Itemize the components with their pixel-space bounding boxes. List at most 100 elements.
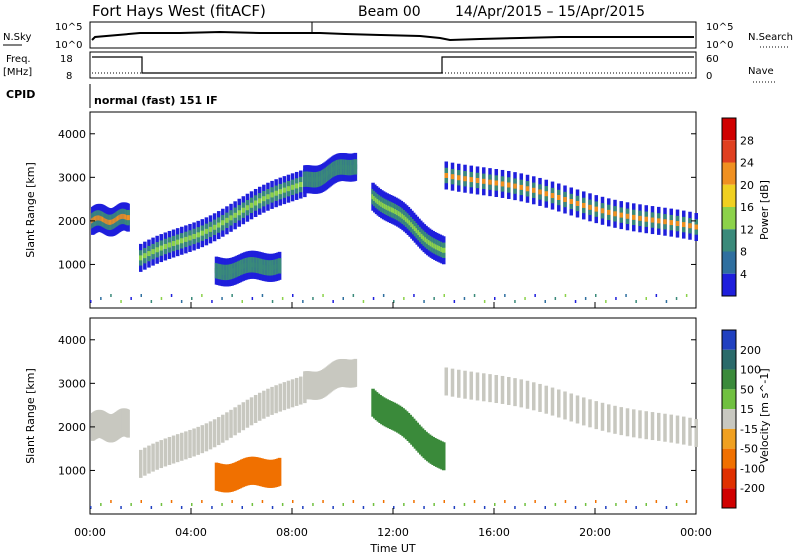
echo-cell-core — [299, 182, 303, 188]
noise-point — [352, 294, 355, 297]
echo-cell-core — [212, 224, 217, 230]
noise-point — [655, 500, 658, 503]
echo-cell-core — [469, 177, 474, 183]
echo-cell-core — [427, 240, 432, 246]
echo-cell — [249, 397, 254, 426]
echo-cell-core — [175, 239, 180, 245]
echo-cell — [669, 414, 674, 443]
echo-cell-core — [387, 205, 391, 211]
colorbar-tick-label: -100 — [740, 462, 765, 475]
echo-cell-core — [582, 202, 586, 208]
colorbar-tick-label: 50 — [740, 383, 754, 396]
colorbar-swatch — [722, 389, 736, 410]
echo-cell-core — [544, 191, 549, 197]
echo-cell-core — [475, 177, 480, 183]
echo-cell-core — [442, 247, 446, 253]
echo-cell — [500, 375, 505, 404]
noise-point — [191, 503, 193, 506]
noise-point — [635, 300, 637, 303]
echo-cell — [422, 430, 427, 459]
echo-cell-core — [434, 244, 439, 250]
noise-point — [595, 294, 597, 297]
noise-point — [615, 297, 617, 300]
echo-cell-core — [419, 232, 423, 238]
echo-cell-core — [569, 198, 574, 204]
noise-point — [130, 503, 132, 506]
echo-cell — [588, 399, 592, 428]
echo-cell-core — [266, 194, 270, 200]
echo-cell — [550, 387, 555, 416]
echo-cell-core — [657, 218, 661, 224]
echo-cell — [632, 409, 636, 438]
echo-cell — [440, 441, 444, 470]
echo-cell — [180, 432, 184, 461]
colorbar-tick-label: 200 — [740, 344, 761, 357]
echo-cell — [290, 379, 295, 408]
colorbar-tick-label: -50 — [740, 443, 758, 456]
noise-point — [362, 506, 365, 509]
noise-point — [382, 500, 385, 503]
nsky-tick-top: 10^5 — [55, 22, 82, 33]
noise-point — [494, 503, 496, 506]
echo-cell-core — [619, 212, 624, 218]
echo-cell-core — [575, 200, 580, 206]
noise-point — [665, 300, 668, 303]
power-colorbar: 28 24 20 16 12 8 4 — [721, 117, 754, 297]
echo-cell-core — [420, 233, 425, 239]
echo-cell-core — [374, 197, 379, 203]
x-axis-label: Time UT — [369, 542, 415, 554]
x-tick-label: 08:00 — [276, 526, 308, 539]
noise-point — [292, 294, 294, 297]
noise-point — [534, 294, 536, 297]
noise-point — [413, 294, 415, 297]
echo-cell-core — [200, 230, 205, 236]
echo-cell-core — [270, 192, 274, 198]
echo-cell — [413, 420, 418, 449]
echo-cell — [392, 402, 397, 431]
noise-point — [564, 500, 567, 503]
echo-cell-core — [410, 222, 414, 228]
echo-cell — [388, 400, 393, 429]
noise-point — [281, 503, 284, 506]
echo-cell — [482, 373, 486, 402]
echo-cell-core — [163, 243, 168, 249]
noise-point — [423, 506, 425, 509]
echo-cell-core — [126, 215, 130, 221]
echo-cell-core — [373, 195, 377, 201]
echo-cell-core — [249, 202, 254, 208]
noise-point — [312, 503, 314, 506]
echo-cell — [424, 431, 428, 460]
echo-cell — [419, 426, 423, 455]
echo-cell — [383, 398, 388, 427]
echo-cell — [682, 416, 686, 445]
noise-point — [261, 294, 264, 297]
echo-cell — [274, 385, 278, 414]
noise-point — [342, 503, 344, 506]
noise-point — [685, 500, 688, 503]
echo-cell-core — [607, 209, 611, 215]
colorbar-tick-label: 4 — [740, 268, 747, 281]
echo-cell — [229, 409, 233, 438]
echo-cell — [266, 388, 270, 417]
echo-cell — [381, 397, 386, 426]
x-tick-label: 00:00 — [680, 526, 712, 539]
nsky-tick-bottom: 10^0 — [55, 40, 82, 51]
noise-point — [90, 506, 92, 509]
colorbar-tick-label: -15 — [740, 423, 758, 436]
noise-point — [90, 300, 92, 303]
noise-point — [332, 506, 334, 509]
noise-point — [483, 300, 486, 303]
noise-point — [180, 300, 183, 303]
echo-cell-core — [245, 205, 250, 211]
noise-point — [372, 503, 375, 506]
echo-cell — [638, 410, 642, 439]
echo-cell — [374, 392, 379, 421]
noise-point — [605, 506, 607, 509]
noise-point — [595, 500, 597, 503]
noise-point — [302, 506, 304, 509]
echo-cell — [544, 385, 549, 414]
noise-point — [110, 500, 112, 503]
echo-cell-core — [450, 174, 455, 180]
echo-cell — [237, 404, 241, 433]
echo-cell-core — [371, 194, 375, 200]
